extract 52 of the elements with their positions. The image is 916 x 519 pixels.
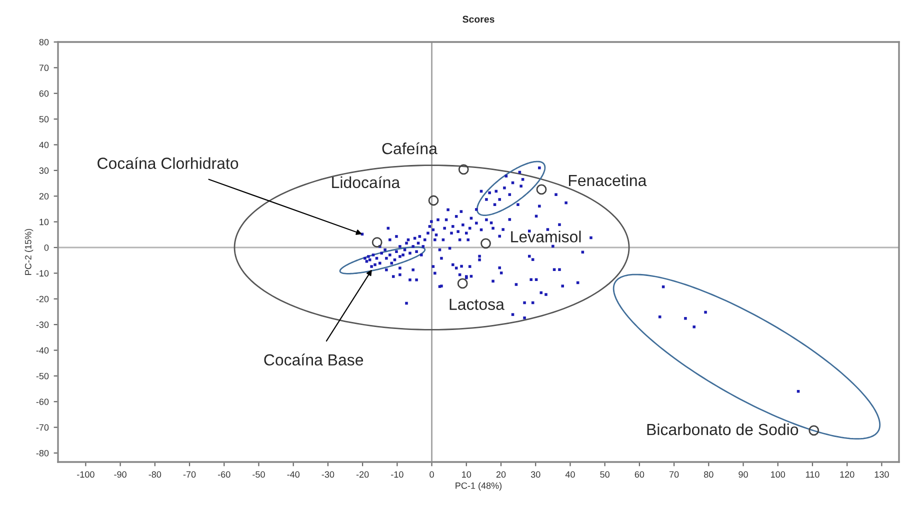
annotation: Lactosa (450, 298, 504, 310)
x-tick-label: -100 (77, 471, 94, 478)
annotation: Cocaína Clorhidrato (98, 157, 238, 169)
y-tick-label: -10 (36, 270, 49, 277)
y-tick-label: 60 (39, 90, 49, 97)
y-tick-label: 40 (39, 142, 49, 148)
y-tick-label: -60 (36, 398, 49, 405)
x-tick-label: 40 (565, 471, 575, 478)
x-tick-label: 80 (704, 471, 714, 478)
y-tick-label: 20 (39, 193, 49, 200)
x-tick-label: -10 (391, 471, 404, 478)
annotation: Cafeína (382, 142, 438, 154)
x-tick-label: -30 (322, 471, 334, 478)
y-tick-label: -80 (36, 450, 49, 456)
y-tick-label: -50 (36, 372, 49, 380)
x-tick-label: 120 (840, 471, 854, 478)
y-tick-label: 50 (39, 116, 49, 122)
y-tick-label: -20 (36, 296, 49, 302)
x-tick-label: -70 (183, 471, 196, 478)
x-tick-label: -60 (218, 471, 230, 478)
y-tick-label: -30 (36, 322, 49, 328)
x-tick-label: 10 (462, 471, 472, 478)
x-tick-label: 90 (738, 471, 748, 478)
y-tick-label: 30 (39, 167, 49, 174)
y-tick-label: 70 (39, 64, 49, 72)
chart-title: Scores (462, 16, 494, 23)
x-axis-title: PC-1 (48%) (456, 482, 502, 491)
x-tick-label: 20 (496, 471, 506, 478)
y-axis-title: PC-2 (15%) (24, 228, 34, 275)
y-tick-label: 10 (40, 218, 49, 226)
x-tick-label: -80 (148, 471, 162, 478)
y-tick-label: 0 (44, 244, 49, 251)
annotation: Levamisol (511, 230, 581, 242)
y-tick-label: -70 (36, 424, 49, 431)
x-tick-label: -50 (252, 471, 265, 478)
x-tick-label: 110 (806, 471, 820, 478)
y-tick-label: 80 (39, 38, 49, 46)
x-tick-label: 130 (874, 471, 889, 478)
x-tick-label: 50 (600, 471, 610, 478)
x-tick-label: 60 (634, 471, 644, 478)
x-tick-label: 100 (771, 471, 786, 478)
x-tick-label: 30 (530, 471, 540, 478)
x-tick-label: -20 (356, 471, 369, 478)
x-tick-label: 70 (669, 471, 679, 478)
x-tick-label: -40 (287, 471, 300, 478)
annotation: Cocaína Base (264, 354, 364, 366)
annotation: Lidocaína (332, 176, 400, 188)
x-tick-label: 0 (430, 471, 434, 478)
y-tick-label: -40 (36, 347, 49, 354)
annotation: Fenacetina (568, 174, 647, 186)
x-tick-label: -90 (114, 471, 126, 478)
annotation: Bicarbonato de Sodio (647, 423, 798, 436)
